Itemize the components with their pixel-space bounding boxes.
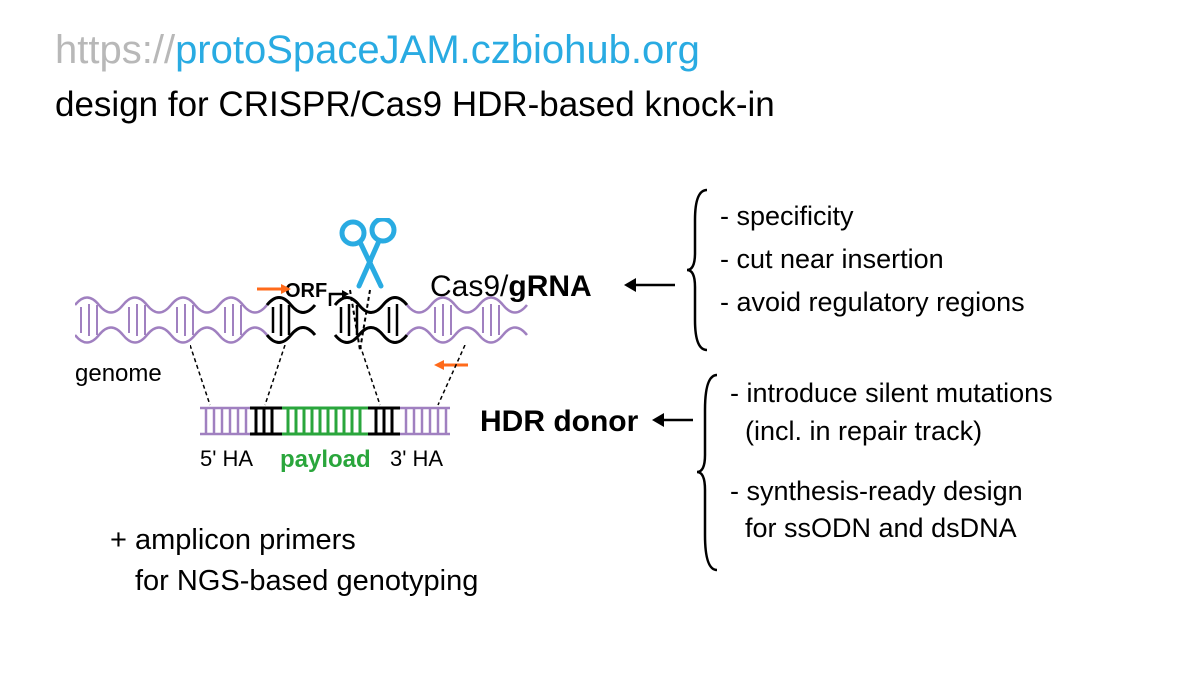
diagram: ORF genome (75, 230, 575, 490)
url-prefix: https:// (55, 28, 175, 72)
subtitle: design for CRISPR/Cas9 HDR-based knock-i… (55, 85, 775, 125)
url-line: https://protoSpaceJAM.czbiohub.org (55, 28, 700, 73)
ha3-label: 3' HA (390, 446, 443, 472)
hdr-feature-item: - introduce silent mutations (incl. in r… (730, 375, 1053, 451)
hdr-donor-dna (200, 400, 460, 444)
hdr-feature-item: - synthesis-ready design for ssODN and d… (730, 473, 1053, 549)
brace-cas9 (685, 185, 715, 355)
cas9-features: - specificity - cut near insertion - avo… (720, 195, 1025, 325)
cas9-plain: Cas9/ (430, 270, 508, 303)
payload-label: payload (280, 446, 371, 474)
scissors-icon (335, 218, 415, 293)
brace-hdr (695, 370, 725, 575)
cas9-feature-item: - cut near insertion (720, 238, 1025, 281)
hdr-feature-line: - introduce silent mutations (730, 375, 1053, 413)
genome-label: genome (75, 360, 162, 388)
amplicon-note: + amplicon primers for NGS-based genotyp… (110, 520, 478, 601)
hdr-donor-label: HDR donor (480, 405, 638, 439)
hdr-feature-line: - synthesis-ready design (730, 473, 1053, 511)
url-domain: protoSpaceJAM.czbiohub.org (175, 28, 700, 72)
hdr-feature-line: (incl. in repair track) (730, 413, 1053, 451)
grna-bold: gRNA (508, 270, 591, 303)
cas9-feature-item: - avoid regulatory regions (720, 281, 1025, 324)
arrow-hdr-icon (648, 405, 698, 435)
hdr-features: - introduce silent mutations (incl. in r… (730, 375, 1053, 570)
cas9-feature-item: - specificity (720, 195, 1025, 238)
primer-forward-icon (255, 282, 295, 296)
hdr-feature-line: for ssODN and dsDNA (730, 510, 1053, 548)
arrow-cas9-icon (620, 270, 680, 300)
cas9-label: Cas9/gRNA (430, 270, 592, 304)
amplicon-line1: + amplicon primers (110, 520, 478, 561)
amplicon-line2: for NGS-based genotyping (110, 561, 478, 602)
ha5-label: 5' HA (200, 446, 253, 472)
